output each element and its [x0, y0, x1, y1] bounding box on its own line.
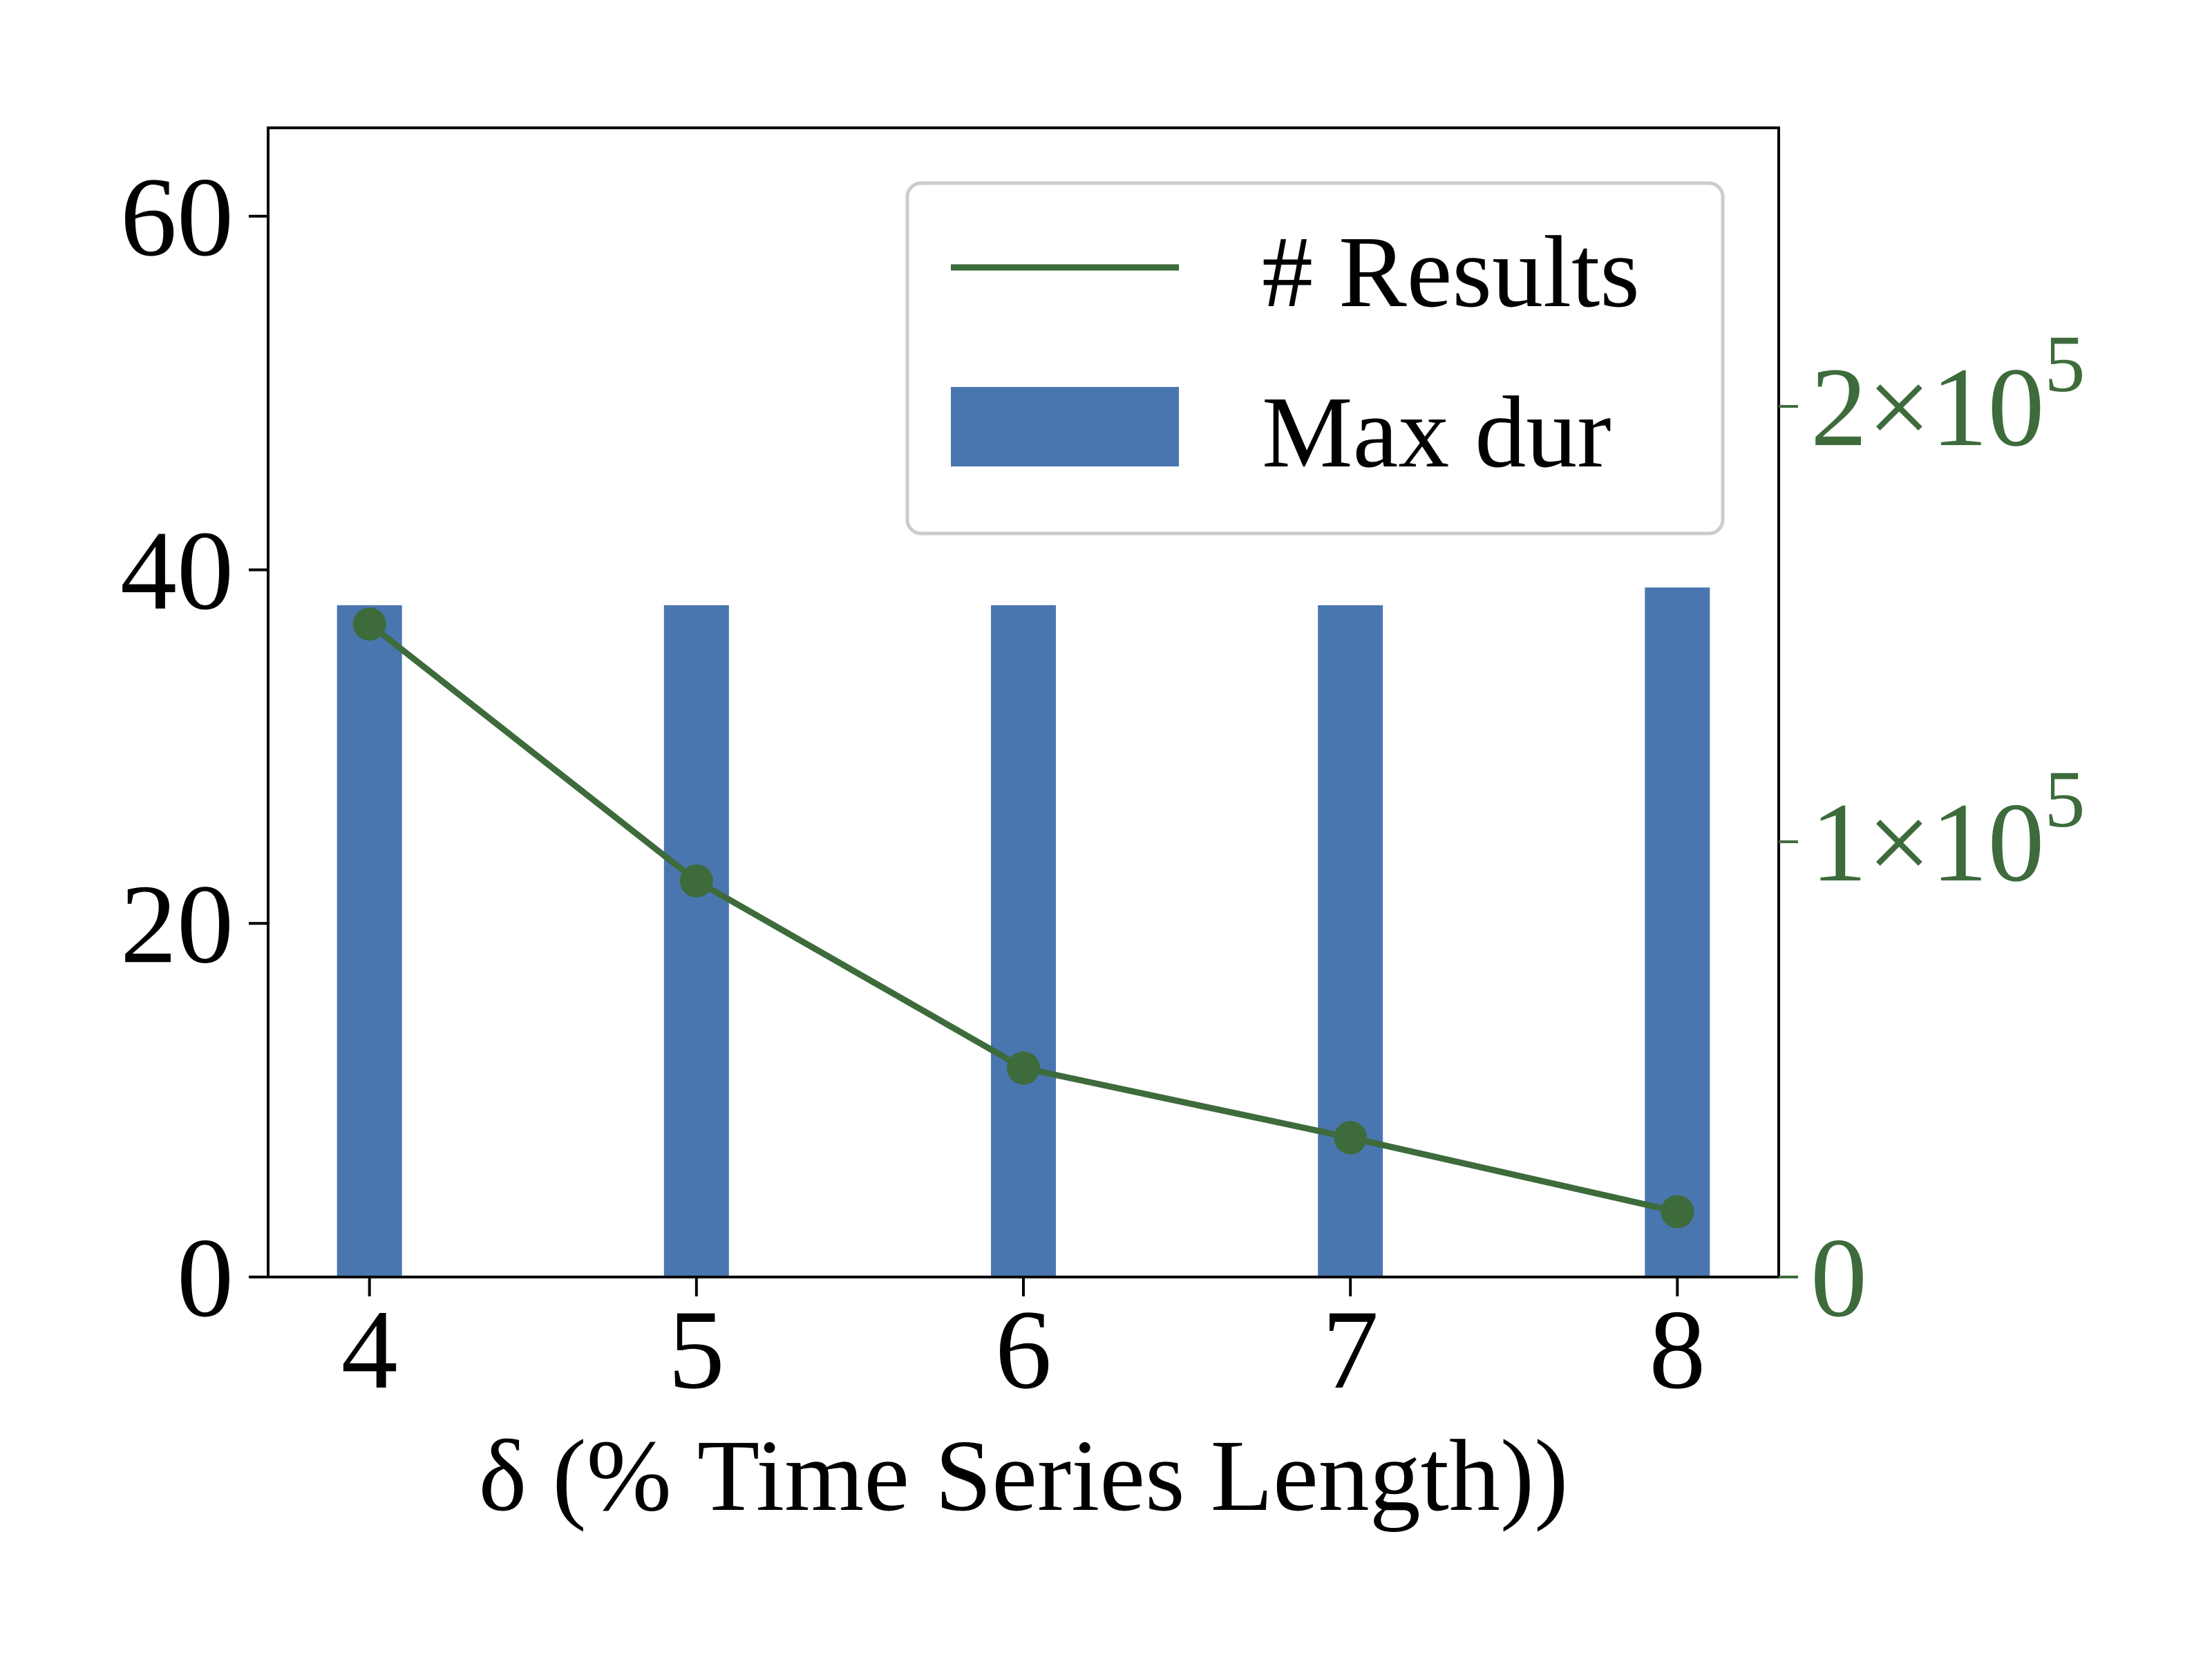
left-tick-label-20: 20	[120, 862, 234, 987]
left-tick-label-60: 60	[120, 155, 234, 280]
legend-label-results: # Results	[1262, 216, 1640, 329]
left-axis-ticks: 0 20 40 60	[120, 155, 268, 1341]
x-tick-label-5: 5	[668, 1287, 725, 1412]
line-layer	[352, 607, 1694, 1229]
x-axis-title: δ (% Time Series Length))	[479, 1419, 1569, 1533]
point-results-5	[679, 864, 713, 898]
right-tick-exponent-200000: 5	[2045, 319, 2086, 409]
point-results-7	[1334, 1121, 1368, 1155]
x-tick-label-4: 4	[341, 1287, 398, 1412]
right-tick-label-0: 0	[1811, 1216, 1867, 1341]
right-tick-exponent-100000: 5	[2045, 754, 2086, 844]
x-tick-label-8: 8	[1649, 1287, 1705, 1412]
left-tick-label-0: 0	[177, 1216, 234, 1341]
legend: # Results Max dur	[905, 181, 1725, 536]
bar-max-dur-7	[1318, 605, 1383, 1277]
x-tick-label-6: 6	[995, 1287, 1052, 1412]
bar-max-dur-8	[1645, 587, 1710, 1277]
x-axis-ticks: 4 5 6 7 8	[341, 1277, 1705, 1412]
left-tick-label-40: 40	[120, 509, 234, 634]
point-results-8	[1661, 1195, 1694, 1229]
bar-max-dur-5	[663, 605, 729, 1277]
bar-max-dur-6	[991, 605, 1056, 1277]
legend-bar-swatch	[951, 387, 1179, 466]
bars-layer	[337, 587, 1710, 1277]
legend-label-max-dur: Max dur	[1262, 376, 1611, 489]
point-results-6	[1007, 1051, 1040, 1085]
point-results-4	[352, 607, 386, 641]
bar-max-dur-4	[337, 605, 402, 1277]
x-tick-label-7: 7	[1322, 1287, 1379, 1412]
